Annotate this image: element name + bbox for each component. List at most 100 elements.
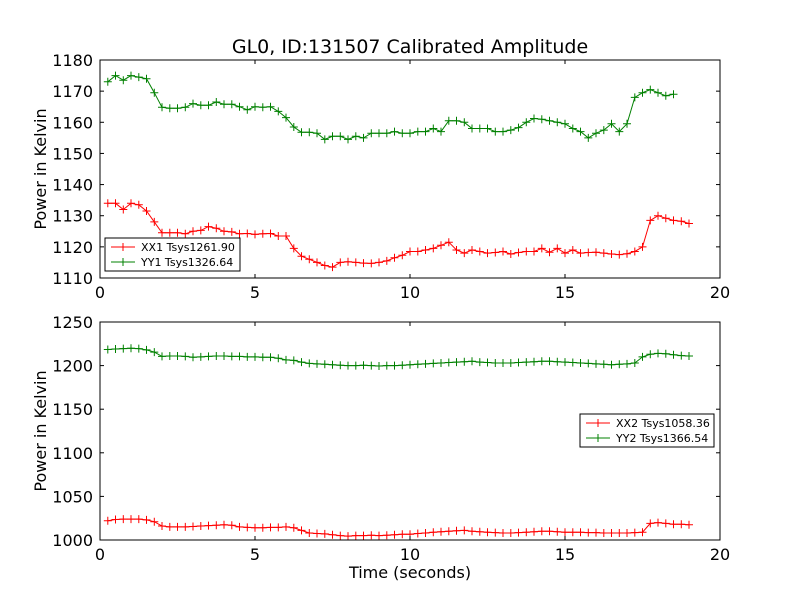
data-point bbox=[398, 251, 407, 260]
top-plot-panel: 0 5 10 15 20 1110 1120 1130 1140 1150 1160 1170 1180… bbox=[31, 51, 730, 302]
data-point bbox=[165, 228, 174, 237]
data-point bbox=[499, 529, 507, 537]
data-point bbox=[235, 229, 244, 238]
data-point bbox=[669, 216, 678, 225]
data-point bbox=[150, 517, 159, 526]
data-point bbox=[607, 119, 616, 128]
data-point bbox=[336, 531, 345, 540]
data-point bbox=[661, 91, 670, 100]
data-point bbox=[119, 205, 128, 214]
series-line-1 bbox=[107, 518, 690, 537]
data-point bbox=[243, 352, 252, 361]
data-point bbox=[142, 345, 151, 354]
data-point bbox=[134, 200, 143, 209]
data-point bbox=[336, 132, 345, 141]
data-point bbox=[382, 129, 391, 138]
data-point bbox=[173, 104, 182, 113]
data-point bbox=[297, 128, 306, 137]
y-tick-label: 1140 bbox=[52, 176, 93, 195]
data-point bbox=[111, 345, 120, 353]
data-point bbox=[150, 348, 159, 357]
data-point bbox=[677, 520, 686, 529]
x-tick-label: 20 bbox=[710, 283, 730, 302]
data-point bbox=[545, 527, 554, 536]
data-point bbox=[599, 529, 608, 537]
data-point bbox=[189, 353, 197, 362]
data-point bbox=[181, 229, 190, 238]
data-point bbox=[204, 352, 213, 361]
data-point bbox=[437, 241, 445, 250]
data-point bbox=[607, 529, 616, 537]
legend-marker bbox=[119, 243, 127, 251]
data-point bbox=[282, 232, 290, 240]
data-point bbox=[181, 103, 190, 112]
data-point bbox=[568, 246, 577, 254]
data-point bbox=[638, 88, 647, 97]
y-tick-label: 1250 bbox=[52, 313, 93, 332]
data-point bbox=[390, 361, 399, 370]
data-point bbox=[576, 127, 585, 136]
data-point bbox=[305, 255, 314, 264]
data-point bbox=[320, 360, 329, 369]
data-point bbox=[359, 361, 368, 370]
data-point bbox=[204, 521, 213, 530]
data-point bbox=[483, 528, 492, 537]
data-point bbox=[150, 88, 159, 97]
data-point bbox=[421, 529, 430, 537]
legend: XX2 Tsys1058.36 YY2 Tsys1366.54 bbox=[579, 413, 715, 448]
data-point bbox=[305, 359, 314, 368]
data-point bbox=[615, 360, 624, 369]
data-point bbox=[553, 357, 562, 366]
data-point bbox=[266, 229, 275, 238]
chart-title: GL0, ID:131507 Calibrated Amplitude bbox=[232, 36, 588, 58]
data-point bbox=[398, 129, 407, 138]
data-point bbox=[685, 352, 693, 360]
data-point bbox=[452, 526, 461, 535]
data-point bbox=[313, 359, 321, 368]
data-point bbox=[320, 529, 329, 538]
data-point bbox=[506, 250, 515, 258]
data-point bbox=[111, 199, 120, 208]
data-point bbox=[537, 357, 546, 366]
data-point bbox=[623, 529, 631, 537]
data-point bbox=[150, 217, 159, 226]
data-point bbox=[336, 361, 345, 370]
data-point bbox=[615, 529, 624, 537]
y-tick-label: 1150 bbox=[52, 144, 93, 163]
data-point bbox=[313, 529, 321, 538]
data-point bbox=[142, 207, 151, 215]
data-point bbox=[351, 531, 360, 540]
data-point bbox=[491, 248, 500, 257]
data-point bbox=[235, 102, 244, 111]
data-point bbox=[406, 247, 414, 256]
data-point bbox=[506, 126, 515, 135]
y-axis-label: Power in Kelvin bbox=[31, 370, 50, 491]
legend-marker bbox=[594, 434, 602, 442]
data-point bbox=[305, 529, 314, 537]
data-point bbox=[661, 519, 670, 528]
data-point bbox=[367, 129, 376, 138]
y-tick-label: 1100 bbox=[52, 444, 93, 463]
data-point bbox=[654, 518, 662, 527]
data-point bbox=[274, 523, 283, 532]
data-point bbox=[460, 249, 469, 258]
data-point bbox=[661, 214, 670, 223]
data-point bbox=[375, 531, 383, 540]
data-point bbox=[328, 360, 337, 369]
data-point bbox=[351, 258, 360, 267]
data-point bbox=[398, 530, 407, 539]
data-point bbox=[258, 353, 267, 362]
data-point bbox=[235, 352, 244, 361]
data-point bbox=[266, 353, 275, 362]
data-point bbox=[266, 523, 275, 532]
data-point bbox=[258, 229, 267, 238]
data-point bbox=[212, 521, 221, 530]
data-point bbox=[103, 345, 112, 354]
data-point bbox=[630, 93, 639, 102]
data-point bbox=[437, 527, 445, 536]
data-point bbox=[545, 116, 554, 125]
x-tick-label: 0 bbox=[95, 283, 105, 302]
data-point bbox=[282, 355, 290, 364]
data-point bbox=[553, 118, 562, 127]
